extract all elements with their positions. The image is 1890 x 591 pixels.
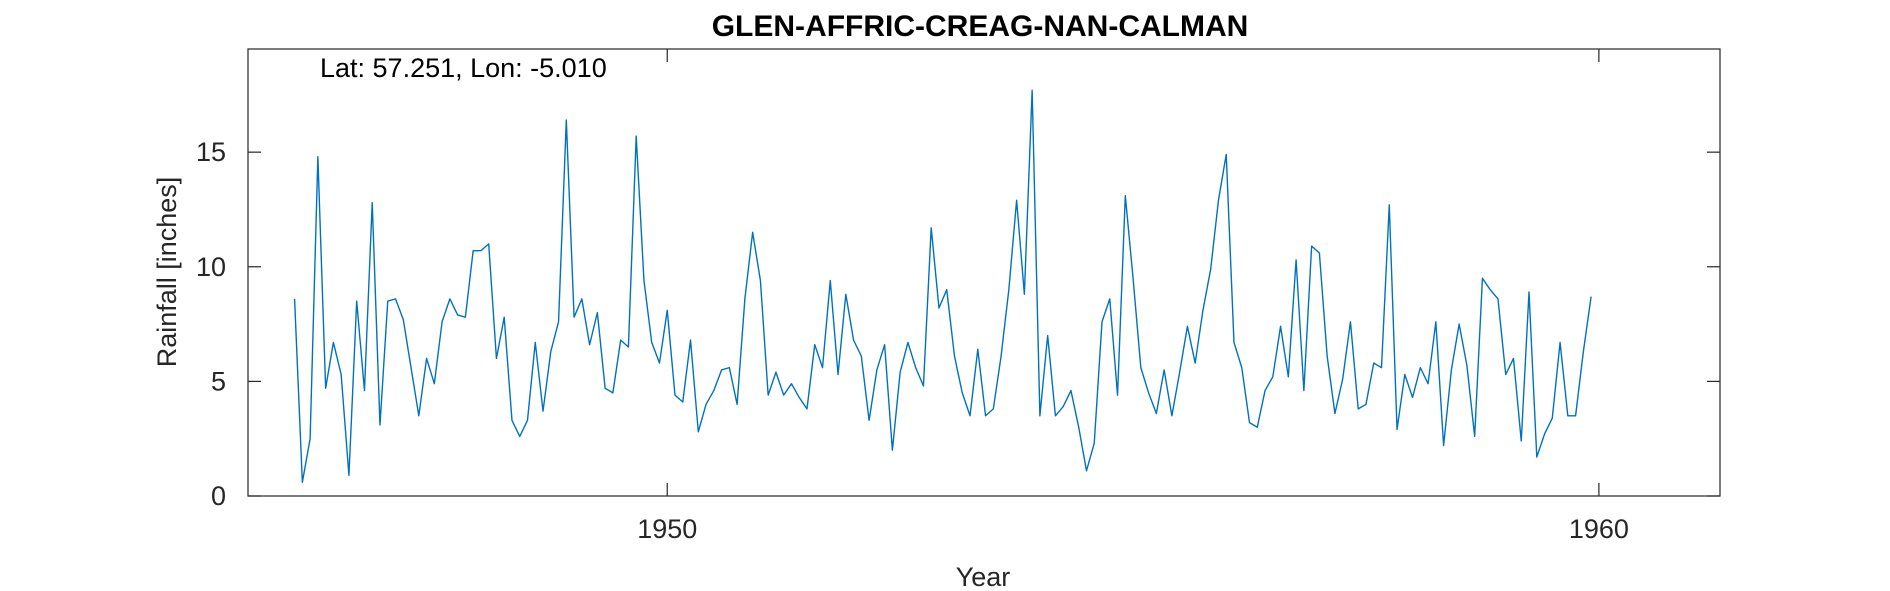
y-tick-label: 5 xyxy=(211,366,226,396)
y-axis-label: Rainfall [inches] xyxy=(152,177,182,368)
chart-title: GLEN-AFFRIC-CREAG-NAN-CALMAN xyxy=(712,10,1249,43)
y-tick-label: 0 xyxy=(211,481,226,511)
plot-area-frame xyxy=(247,48,1721,497)
x-axis: 1950 1960 xyxy=(637,49,1629,544)
x-tick-label: 1960 xyxy=(1569,514,1629,544)
y-tick-label: 10 xyxy=(196,252,226,282)
y-tick-label: 15 xyxy=(196,137,226,167)
rainfall-series-line xyxy=(293,89,1592,483)
y-axis: 0 5 10 15 xyxy=(196,137,1720,511)
location-annotation: Lat: 57.251, Lon: -5.010 xyxy=(320,53,607,83)
x-tick-label: 1950 xyxy=(637,514,697,544)
x-axis-label: Year xyxy=(956,562,1011,591)
